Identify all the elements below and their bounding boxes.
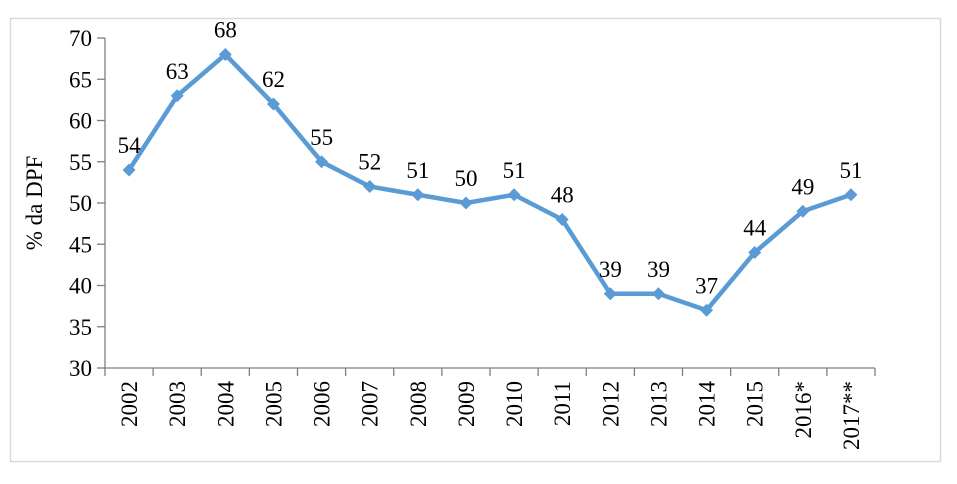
data-series-line — [126, 52, 854, 313]
data-point-marker — [459, 196, 473, 210]
x-axis-tick-label: 2010 — [502, 381, 527, 427]
data-point-marker — [700, 303, 714, 317]
x-axis-tick-label: 2005 — [261, 381, 286, 427]
data-point-label: 44 — [743, 216, 767, 241]
data-point-marker — [170, 89, 184, 103]
data-point-marker — [266, 97, 280, 111]
y-axis-tick-label: 70 — [69, 26, 92, 51]
y-axis-tick-label: 55 — [69, 150, 92, 175]
data-point-marker — [507, 188, 521, 202]
data-point-label: 39 — [599, 257, 622, 282]
data-point-label: 51 — [839, 158, 862, 183]
data-point-label: 52 — [358, 150, 381, 175]
data-point-marker — [844, 188, 858, 202]
data-point-label: 54 — [118, 133, 142, 158]
data-point-label: 62 — [262, 67, 285, 92]
x-axis-tick-label: 2014 — [695, 381, 720, 428]
data-point-marker — [363, 180, 377, 193]
x-axis-tick-label: 2004 — [213, 381, 238, 428]
y-axis-tick-label: 65 — [69, 67, 92, 92]
x-axis-tick-label: 2002 — [117, 381, 142, 427]
x-axis-tick-label: 2008 — [406, 381, 431, 427]
data-point-label: 68 — [214, 18, 237, 43]
data-point-label: 50 — [454, 166, 477, 191]
x-axis-tick-label: 2003 — [165, 381, 190, 427]
x-axis-tick-label: 2013 — [646, 381, 671, 427]
y-axis-tick-label: 40 — [69, 274, 92, 299]
y-axis-tick-label: 35 — [69, 315, 92, 340]
y-axis-tick-label: 45 — [69, 232, 92, 257]
x-axis-tick-label: 2016* — [791, 381, 816, 439]
y-axis-title: % da DPF — [22, 156, 47, 251]
x-axis-tick-label: 2015 — [743, 381, 768, 427]
x-axis-tick-label: 2017** — [839, 381, 864, 450]
y-axis-tick-label: 30 — [69, 356, 92, 381]
y-axis-tick-label: 50 — [69, 191, 92, 216]
data-point-label: 49 — [791, 174, 814, 199]
data-point-marker — [218, 48, 232, 61]
y-axis-tick-label: 60 — [69, 109, 92, 134]
x-axis-tick-label: 2011 — [550, 381, 575, 426]
x-axis-tick-label: 2012 — [598, 381, 623, 427]
data-point-label: 51 — [503, 158, 526, 183]
data-point-marker — [651, 287, 665, 301]
x-axis-tick-label: 2006 — [310, 381, 335, 427]
data-point-marker — [555, 213, 569, 226]
data-point-label: 51 — [406, 158, 429, 183]
data-point-marker — [748, 246, 762, 259]
data-point-marker — [603, 287, 617, 301]
x-axis-tick-label: 2009 — [454, 381, 479, 427]
data-point-label: 63 — [166, 59, 189, 84]
data-point-label: 37 — [695, 273, 718, 298]
data-point-label: 48 — [551, 183, 574, 208]
data-point-marker — [315, 155, 329, 169]
data-point-marker — [411, 188, 425, 202]
data-point-label: 39 — [647, 257, 670, 282]
data-point-label: 55 — [310, 125, 333, 150]
x-axis-tick-label: 2007 — [358, 381, 383, 427]
data-point-marker — [122, 163, 136, 177]
chart-border — [9, 17, 942, 463]
data-point-marker — [796, 204, 810, 218]
